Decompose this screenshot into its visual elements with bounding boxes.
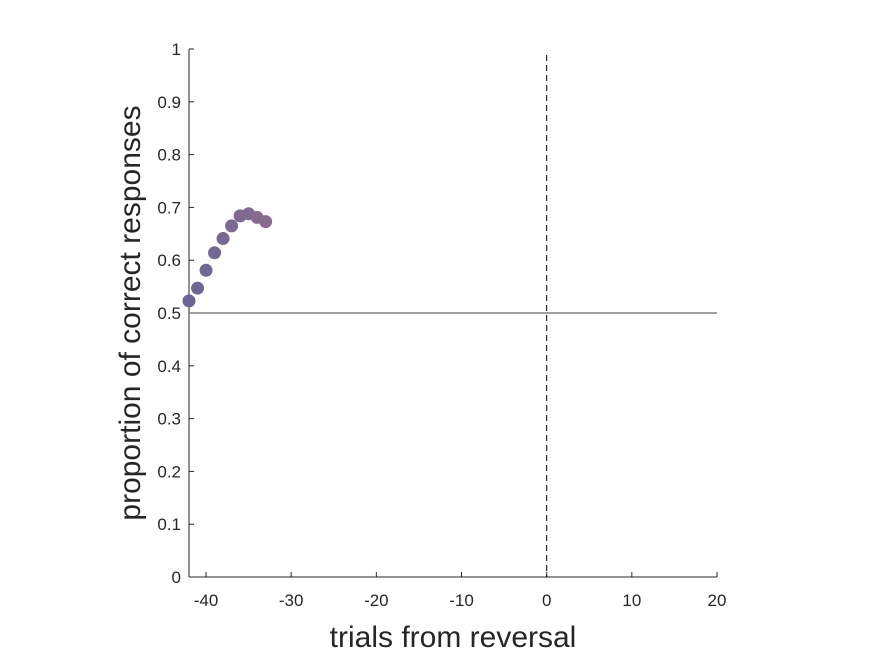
y-tick-label: 0.3 [157, 410, 181, 429]
data-point [199, 263, 213, 277]
y-tick-label: 0.7 [157, 198, 181, 217]
reference-lines [189, 55, 717, 577]
y-tick-label: 0.4 [157, 357, 181, 376]
x-axis-title: trials from reversal [330, 621, 577, 654]
y-axis-title: proportion of correct responses [114, 105, 147, 520]
x-tick-label: -40 [194, 591, 219, 610]
y-tick-label: 0.1 [157, 515, 181, 534]
x-tick-label: 20 [708, 591, 727, 610]
data-point [259, 215, 273, 229]
x-tick-label: -20 [364, 591, 389, 610]
y-tick-label: 1 [172, 40, 181, 59]
x-tick-label: -30 [279, 591, 304, 610]
y-tick-label: 0.9 [157, 93, 181, 112]
y-tick-label: 0 [172, 568, 181, 587]
axes: 0 0.1 0.2 0.3 0.4 0.5 0.6 0.7 0.8 0.9 1 -40 -30 -20 -1… [157, 40, 726, 610]
x-tick-label: -10 [449, 591, 474, 610]
data-point [208, 246, 222, 260]
x-tick-label: 0 [542, 591, 551, 610]
data-point [191, 281, 205, 295]
y-tick-label: 0.5 [157, 304, 181, 323]
x-tick-label: 10 [622, 591, 641, 610]
data-points [182, 207, 273, 308]
y-tick-label: 0.8 [157, 146, 181, 165]
y-tick-label: 0.6 [157, 251, 181, 270]
y-tick-label: 0.2 [157, 462, 181, 481]
data-point [225, 219, 239, 233]
data-point [216, 232, 230, 246]
data-point [182, 294, 196, 308]
